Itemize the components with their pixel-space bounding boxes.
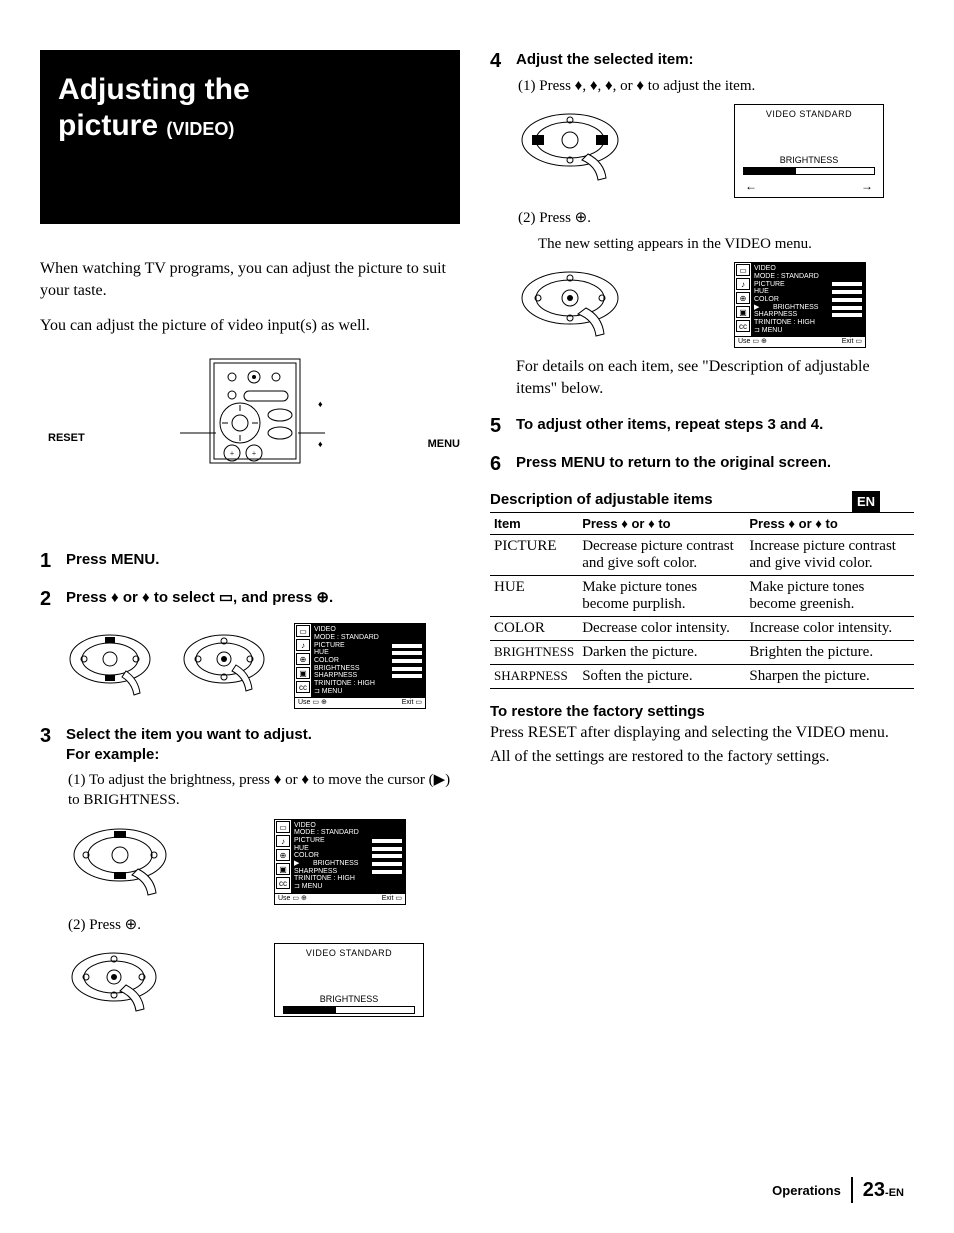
svg-text:♦: ♦ [318,399,323,409]
brightness-box-2: VIDEO STANDARD BRIGHTNESS ←→ [734,104,884,198]
desc-col3: Press ♦ or ♦ to [745,513,914,535]
dpad-svg-a [66,623,166,701]
dpad-svg-b [180,623,280,701]
osd-box-1: ▭♪⊕▣cc VIDEO MODE : STANDARD PICTURE HUE… [294,623,426,709]
step-5-head: To adjust other items, repeat steps 3 an… [516,415,914,435]
step-1-head: Press MENU. [66,550,460,570]
step-1-num: 1 [40,550,58,572]
table-row: SHARPNESS Soften the picture. Sharpen th… [490,665,914,689]
step-4-head: Adjust the selected item: [516,50,914,70]
step-4: 4 Adjust the selected item: (1) Press ♦,… [490,50,914,399]
remote-diagram: + + ♦ ♦ RESET MENU [40,351,460,450]
svg-text:♦: ♦ [318,439,323,449]
intro-p1: When watching TV programs, you can adjus… [40,258,460,301]
step-3-head-b: For example: [66,745,460,765]
table-row: PICTURE Decrease picture contrast and gi… [490,535,914,576]
step-2-num: 2 [40,588,58,610]
step-2: 2 Press ♦ or ♦ to select ▭, and press ⊕. [40,588,460,616]
desc-heading: Description of adjustable items [490,491,914,508]
step-4-num: 4 [490,50,508,72]
footer-section: Operations [772,1183,841,1198]
step-5-num: 5 [490,415,508,437]
osd-box-2: ▭♪⊕▣cc VIDEO MODE : STANDARD PICTURE HUE… [274,819,406,905]
step-3-head-a: Select the item you want to adjust. [66,725,460,745]
step-6: 6 Press MENU to return to the original s… [490,453,914,475]
title-line2-main: picture [58,109,158,142]
title-line1: Adjusting the [58,72,440,108]
footer-suffix: -EN [885,1187,904,1199]
remote-menu-label: MENU [428,438,460,450]
table-row: HUE Make picture tones become purplish. … [490,576,914,617]
osd-box-3: ▭♪⊕▣cc VIDEO MODE : STANDARD PICTURE HUE… [734,262,866,348]
title-box: Adjusting the picture (VIDEO) [40,50,460,224]
desc-table: Item Press ♦ or ♦ to Press ♦ or ♦ to PIC… [490,512,914,689]
step-3-sub2: (2) Press ⊕. [66,915,460,935]
brightness-box-1: VIDEO STANDARD BRIGHTNESS [274,943,424,1017]
dpad-svg-e [516,104,636,184]
desc-col1: Item [490,513,578,535]
svg-text:+: + [252,449,257,458]
footer-page: 23 [863,1179,885,1201]
svg-text:+: + [230,449,235,458]
step-3: 3 Select the item you want to adjust. Fo… [40,725,460,1021]
dpad-svg-f [516,262,636,342]
table-row: BRIGHTNESS Darken the picture. Brighten … [490,641,914,665]
step-4-tail: For details on each item, see "Descripti… [516,356,914,399]
intro-p2: You can adjust the picture of video inpu… [40,315,460,337]
step-2-head: Press ♦ or ♦ to select ▭, and press ⊕. [66,588,460,608]
restore-p1: Press RESET after displaying and selecti… [490,722,914,744]
dpad-svg-c [66,819,186,897]
remote-reset-label: RESET [48,432,85,450]
page-footer: Operations 23-EN [772,1177,904,1203]
step-6-num: 6 [490,453,508,475]
step-6-head: Press MENU to return to the original scr… [516,453,914,473]
restore-head: To restore the factory settings [490,703,914,720]
en-badge: EN [852,491,880,512]
step-1: 1 Press MENU. [40,550,460,572]
restore-p2: All of the settings are restored to the … [490,746,914,768]
step-4-sub1: (1) Press ♦, ♦, ♦, or ♦ to adjust the it… [516,76,914,96]
dpad-svg-d [66,943,176,1021]
desc-col2: Press ♦ or ♦ to [578,513,745,535]
step-3-sub1: (1) To adjust the brightness, press ♦ or… [66,770,460,811]
step-5: 5 To adjust other items, repeat steps 3 … [490,415,914,437]
table-row: COLOR Decrease color intensity. Increase… [490,617,914,641]
step-4-sub2b: The new setting appears in the VIDEO men… [516,234,914,254]
step-3-num: 3 [40,725,58,747]
step-4-sub2: (2) Press ⊕. [516,208,914,228]
title-line2-sub: (VIDEO) [166,119,234,139]
